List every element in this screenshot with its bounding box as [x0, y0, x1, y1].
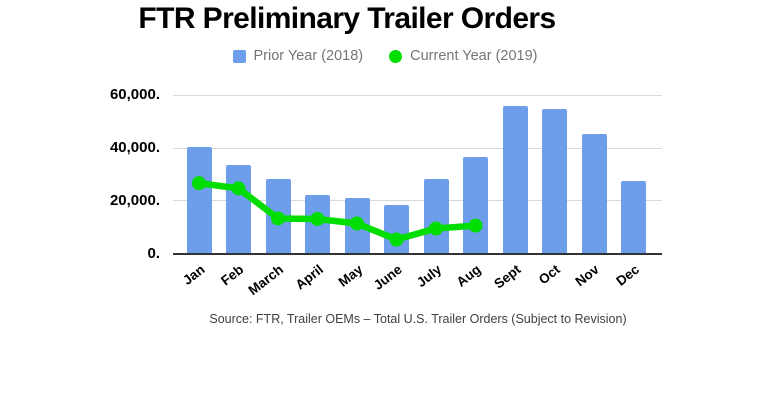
x-tick-label-nov: Nov: [572, 261, 603, 290]
x-tick-label-may: May: [335, 261, 366, 290]
x-tick-label-feb: Feb: [218, 261, 247, 289]
x-axis-line: [173, 252, 662, 255]
bar-oct: [542, 108, 567, 254]
bar-july: [423, 179, 449, 254]
legend-item-current-year: Current Year (2019): [389, 48, 537, 64]
bar-may: [344, 197, 370, 254]
gridline-60000: [173, 94, 662, 96]
source-note: Source: FTR, Trailer OEMs – Total U.S. T…: [209, 312, 627, 326]
legend: Prior Year (2018) Current Year (2019): [0, 48, 770, 64]
legend-item-prior-year: Prior Year (2018): [232, 48, 364, 64]
legend-label: Prior Year (2018): [253, 48, 364, 64]
x-tick-label-march: March: [245, 261, 287, 298]
x-tick-label-sept: Sept: [491, 261, 524, 292]
x-tick-label-jan: Jan: [179, 261, 208, 288]
legend-label: Current Year (2019): [410, 48, 538, 64]
y-tick-label-20000: 20,000.: [109, 191, 160, 209]
bar-aug: [463, 157, 488, 254]
legend-marker-circle-icon: [389, 49, 403, 63]
x-tick-label-dec: Dec: [613, 261, 642, 289]
bar-jan: [186, 146, 212, 254]
gridline-40000: [173, 147, 662, 149]
bar-march: [265, 179, 291, 254]
y-tick-label-0: 0.: [147, 244, 160, 262]
legend-marker-square-icon: [232, 49, 246, 63]
x-tick-label-april: April: [292, 261, 326, 293]
y-tick-label-40000: 40,000.: [109, 139, 160, 157]
chart-title: FTR Preliminary Trailer Orders: [138, 2, 556, 35]
bar-june: [384, 204, 409, 254]
x-tick-label-june: June: [370, 261, 405, 293]
bar-nov: [581, 133, 607, 254]
bar-feb: [226, 164, 251, 254]
x-tick-label-july: July: [413, 261, 445, 291]
x-tick-label-aug: Aug: [453, 261, 484, 290]
bar-sept: [502, 105, 528, 254]
y-tick-label-60000: 60,000.: [109, 86, 160, 104]
x-tick-label-oct: Oct: [535, 261, 563, 288]
bar-dec: [621, 180, 646, 254]
bar-april: [305, 195, 330, 254]
